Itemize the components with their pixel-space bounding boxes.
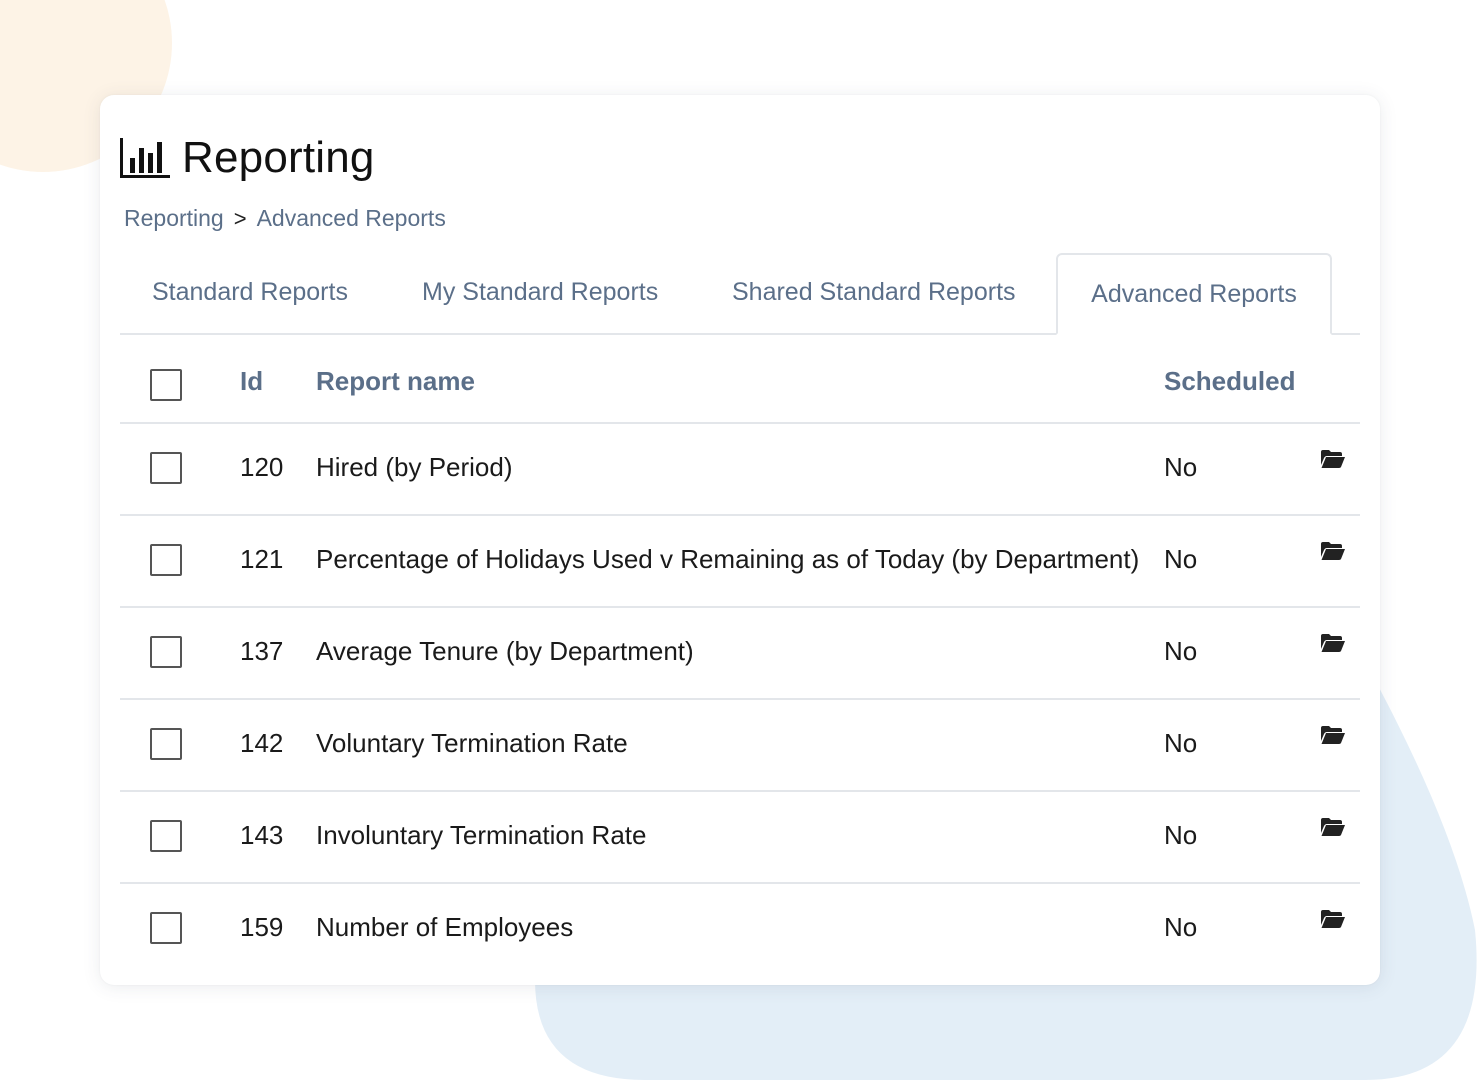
table-row[interactable]: 159 Number of Employees No	[120, 884, 1360, 974]
column-header-scheduled[interactable]: Scheduled	[1164, 366, 1296, 396]
breadcrumb-link-advanced-reports[interactable]: Advanced Reports	[256, 205, 446, 231]
table-row[interactable]: 142 Voluntary Termination Rate No	[120, 700, 1360, 792]
page-title: Reporting	[182, 133, 375, 182]
report-tabs: Standard Reports My Standard Reports Sha…	[120, 253, 1360, 335]
row-checkbox[interactable]	[150, 820, 182, 852]
report-name[interactable]: Involuntary Termination Rate	[316, 820, 647, 850]
report-scheduled: No	[1164, 544, 1198, 574]
table-row[interactable]: 121 Percentage of Holidays Used v Remain…	[120, 516, 1360, 608]
tab-shared-standard-reports[interactable]: Shared Standard Reports	[732, 277, 1016, 306]
report-id: 121	[240, 544, 284, 574]
report-scheduled: No	[1164, 728, 1198, 758]
reporting-card: Reporting Reporting > Advanced Reports S…	[100, 95, 1380, 985]
report-name[interactable]: Average Tenure (by Department)	[316, 636, 694, 666]
table-header-row: Id Report name Scheduled	[120, 340, 1360, 424]
report-scheduled: No	[1164, 452, 1198, 482]
report-name[interactable]: Voluntary Termination Rate	[316, 728, 628, 758]
report-scheduled: No	[1164, 636, 1198, 666]
report-name[interactable]: Percentage of Holidays Used v Remaining …	[316, 544, 1140, 574]
table-row[interactable]: 137 Average Tenure (by Department) No	[120, 608, 1360, 700]
report-id: 137	[240, 636, 284, 666]
report-scheduled: No	[1164, 820, 1198, 850]
report-id: 159	[240, 912, 284, 942]
row-checkbox[interactable]	[150, 912, 182, 944]
row-checkbox[interactable]	[150, 636, 182, 668]
select-all-checkbox[interactable]	[150, 369, 182, 401]
report-scheduled: No	[1164, 912, 1198, 942]
breadcrumb-link-reporting[interactable]: Reporting	[124, 205, 224, 231]
table-row[interactable]: 143 Involuntary Termination Rate No	[120, 792, 1360, 884]
row-checkbox[interactable]	[150, 452, 182, 484]
breadcrumb-separator: >	[233, 205, 247, 231]
tab-advanced-reports[interactable]: Advanced Reports	[1056, 253, 1332, 335]
report-id: 120	[240, 452, 284, 482]
report-id: 143	[240, 820, 284, 850]
folder-open-icon[interactable]	[1320, 632, 1346, 654]
report-id: 142	[240, 728, 284, 758]
folder-open-icon[interactable]	[1320, 724, 1346, 746]
column-header-id[interactable]: Id	[240, 366, 264, 396]
reports-table: Id Report name Scheduled 120 Hired (by P…	[120, 340, 1360, 974]
page-header: Reporting	[120, 131, 375, 185]
folder-open-icon[interactable]	[1320, 908, 1346, 930]
tab-standard-reports[interactable]: Standard Reports	[152, 277, 348, 306]
table-row[interactable]: 120 Hired (by Period) No	[120, 424, 1360, 516]
row-checkbox[interactable]	[150, 544, 182, 576]
folder-open-icon[interactable]	[1320, 540, 1346, 562]
row-checkbox[interactable]	[150, 728, 182, 760]
report-name[interactable]: Hired (by Period)	[316, 452, 513, 482]
bar-chart-icon	[120, 138, 170, 178]
tab-my-standard-reports[interactable]: My Standard Reports	[422, 277, 659, 306]
report-name[interactable]: Number of Employees	[316, 912, 574, 942]
breadcrumb: Reporting > Advanced Reports	[124, 205, 446, 232]
column-header-report-name[interactable]: Report name	[316, 366, 475, 396]
folder-open-icon[interactable]	[1320, 816, 1346, 838]
folder-open-icon[interactable]	[1320, 448, 1346, 470]
